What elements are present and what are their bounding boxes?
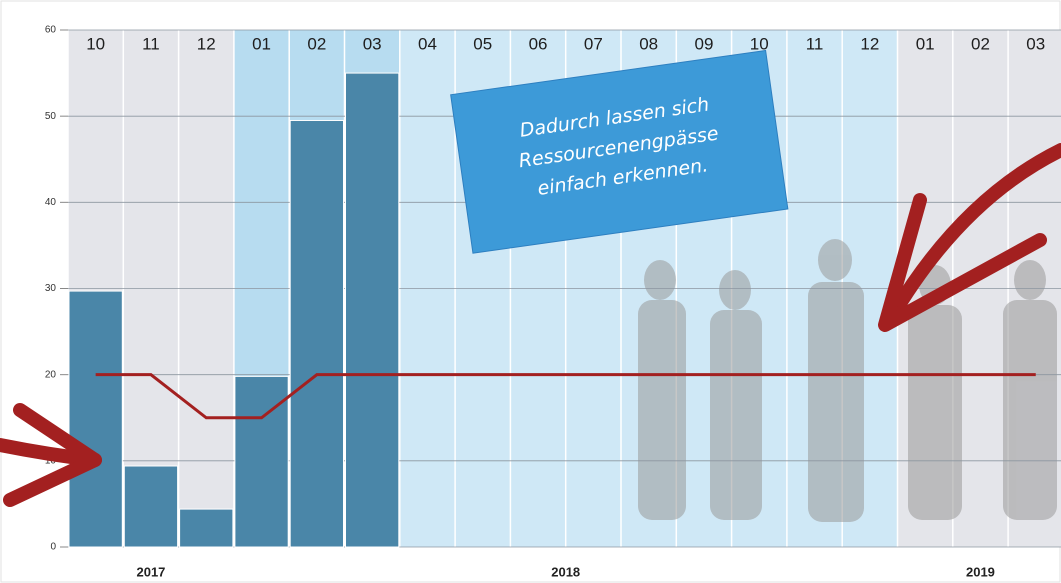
year-label: 2018 [551, 564, 580, 579]
year-label: 2017 [136, 564, 165, 579]
x-tick-label: 08 [639, 34, 658, 53]
bar [180, 509, 233, 547]
x-tick-label: 12 [860, 34, 879, 53]
x-tick-label: 02 [307, 34, 326, 53]
bar [290, 120, 343, 547]
x-tick-label: 06 [529, 34, 548, 53]
bar [69, 291, 122, 547]
x-tick-label: 10 [86, 34, 105, 53]
x-tick-label: 01 [916, 34, 935, 53]
y-tick-label: 60 [45, 25, 57, 36]
x-tick-label: 11 [806, 34, 824, 53]
chart: 1011120102030405060708091011120102032017… [0, 0, 1061, 583]
y-tick-label: 30 [45, 283, 57, 294]
x-tick-label: 01 [252, 34, 271, 53]
x-tick-label: 09 [694, 34, 713, 53]
bar [124, 466, 177, 547]
y-tick-label: 0 [50, 542, 56, 553]
y-tick-label: 50 [45, 111, 57, 122]
year-label: 2019 [966, 564, 995, 579]
bar [346, 73, 399, 547]
x-tick-label: 05 [473, 34, 492, 53]
y-tick-label: 40 [45, 197, 57, 208]
x-tick-label: 12 [197, 34, 216, 53]
x-tick-label: 03 [363, 34, 382, 53]
x-tick-label: 04 [418, 34, 437, 53]
x-tick-label: 07 [584, 34, 603, 53]
y-tick-label: 20 [45, 369, 57, 380]
x-tick-label: 11 [142, 34, 160, 53]
x-tick-label: 03 [1026, 34, 1045, 53]
x-tick-label: 02 [971, 34, 990, 53]
